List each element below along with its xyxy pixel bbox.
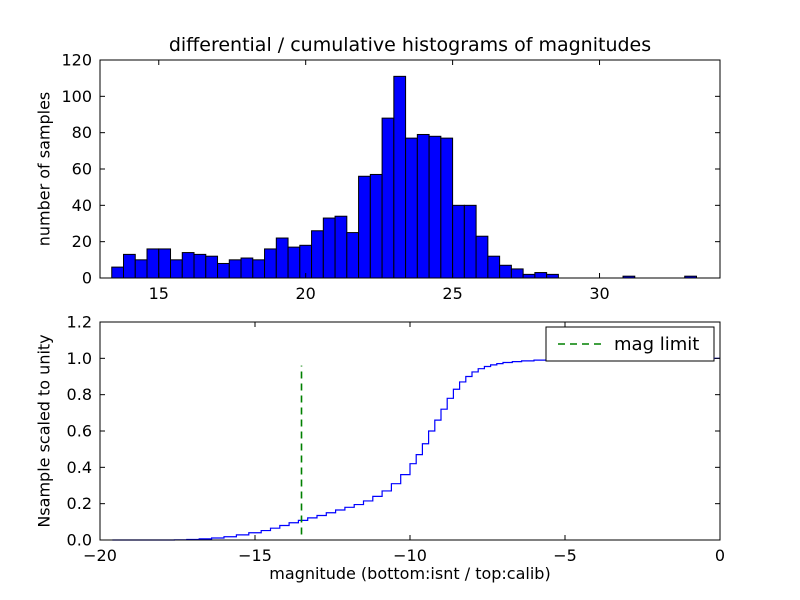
x-tick-label: −15 <box>238 546 272 565</box>
histogram-bar <box>264 248 277 279</box>
histogram-bar <box>452 204 465 279</box>
x-axis-label: magnitude (bottom:isnt / top:calib) <box>269 564 551 583</box>
x-tick-label: 0 <box>715 546 725 565</box>
histogram-bar <box>393 75 407 279</box>
histogram-bar <box>240 257 254 279</box>
histogram-bar <box>146 248 160 279</box>
histogram-bar <box>181 252 195 279</box>
y-tick-label: 100 <box>61 87 92 106</box>
histogram-bar <box>170 259 183 279</box>
histogram-bar <box>322 217 336 279</box>
y-tick-label: 0.0 <box>67 531 92 550</box>
histogram-bar <box>275 237 289 279</box>
y-tick-label: 0.2 <box>67 494 92 513</box>
y-tick-label: 20 <box>72 232 92 251</box>
x-tick-label: −10 <box>393 546 427 565</box>
top-y-axis-label: number of samples <box>34 91 54 247</box>
histogram-bar <box>510 268 524 279</box>
x-tick-label: −5 <box>553 546 577 565</box>
histogram-bar <box>217 262 230 279</box>
histogram-bar <box>475 235 489 279</box>
histogram-bar <box>346 232 360 279</box>
y-tick-label: 0.8 <box>67 385 92 404</box>
y-tick-label: 80 <box>72 123 92 142</box>
histogram-bar <box>487 255 501 279</box>
y-tick-label: 0 <box>82 269 92 288</box>
histogram-bar <box>228 259 242 279</box>
histogram-bar <box>158 248 172 279</box>
histogram-bar <box>123 253 136 279</box>
y-tick-label: 1.0 <box>67 349 92 368</box>
y-tick-label: 0.6 <box>67 422 92 441</box>
histogram-bar <box>428 135 442 279</box>
histogram-bar <box>534 272 548 279</box>
y-tick-label: 0.4 <box>67 458 92 477</box>
histogram-bar <box>546 273 559 279</box>
histogram-bar <box>287 246 301 279</box>
histogram-bar <box>381 117 395 279</box>
x-tick-label: 15 <box>149 284 169 303</box>
histogram-bar <box>358 175 371 279</box>
histogram-bar <box>134 259 148 279</box>
histogram-bar <box>499 264 512 279</box>
histogram-bar <box>334 215 348 279</box>
y-tick-label: 1.2 <box>67 313 92 332</box>
histogram-bar <box>193 253 207 279</box>
x-tick-label: 20 <box>296 284 316 303</box>
histogram-bar <box>405 137 418 279</box>
chart-title: differential / cumulative histograms of … <box>168 34 652 56</box>
x-tick-label: 25 <box>442 284 462 303</box>
x-tick-label: 30 <box>589 284 609 303</box>
y-tick-label: 60 <box>72 160 92 179</box>
bottom-y-axis-label: Nsample scaled to unity <box>34 334 54 528</box>
histogram-bar <box>463 204 477 279</box>
y-tick-label: 40 <box>72 196 92 215</box>
histogram-bar <box>440 137 454 279</box>
histogram-bar <box>252 259 266 279</box>
legend-label: mag limit <box>614 334 699 355</box>
histogram-bar <box>205 255 219 279</box>
histogram-bar <box>369 173 383 279</box>
histogram-bar <box>416 133 430 279</box>
x-tick-label: −20 <box>83 546 117 565</box>
histogram-bar <box>111 266 124 279</box>
histogram-bar <box>311 230 324 279</box>
cumulative-step-line <box>112 357 720 541</box>
histogram-bar <box>522 273 536 279</box>
y-tick-label: 120 <box>61 51 92 70</box>
